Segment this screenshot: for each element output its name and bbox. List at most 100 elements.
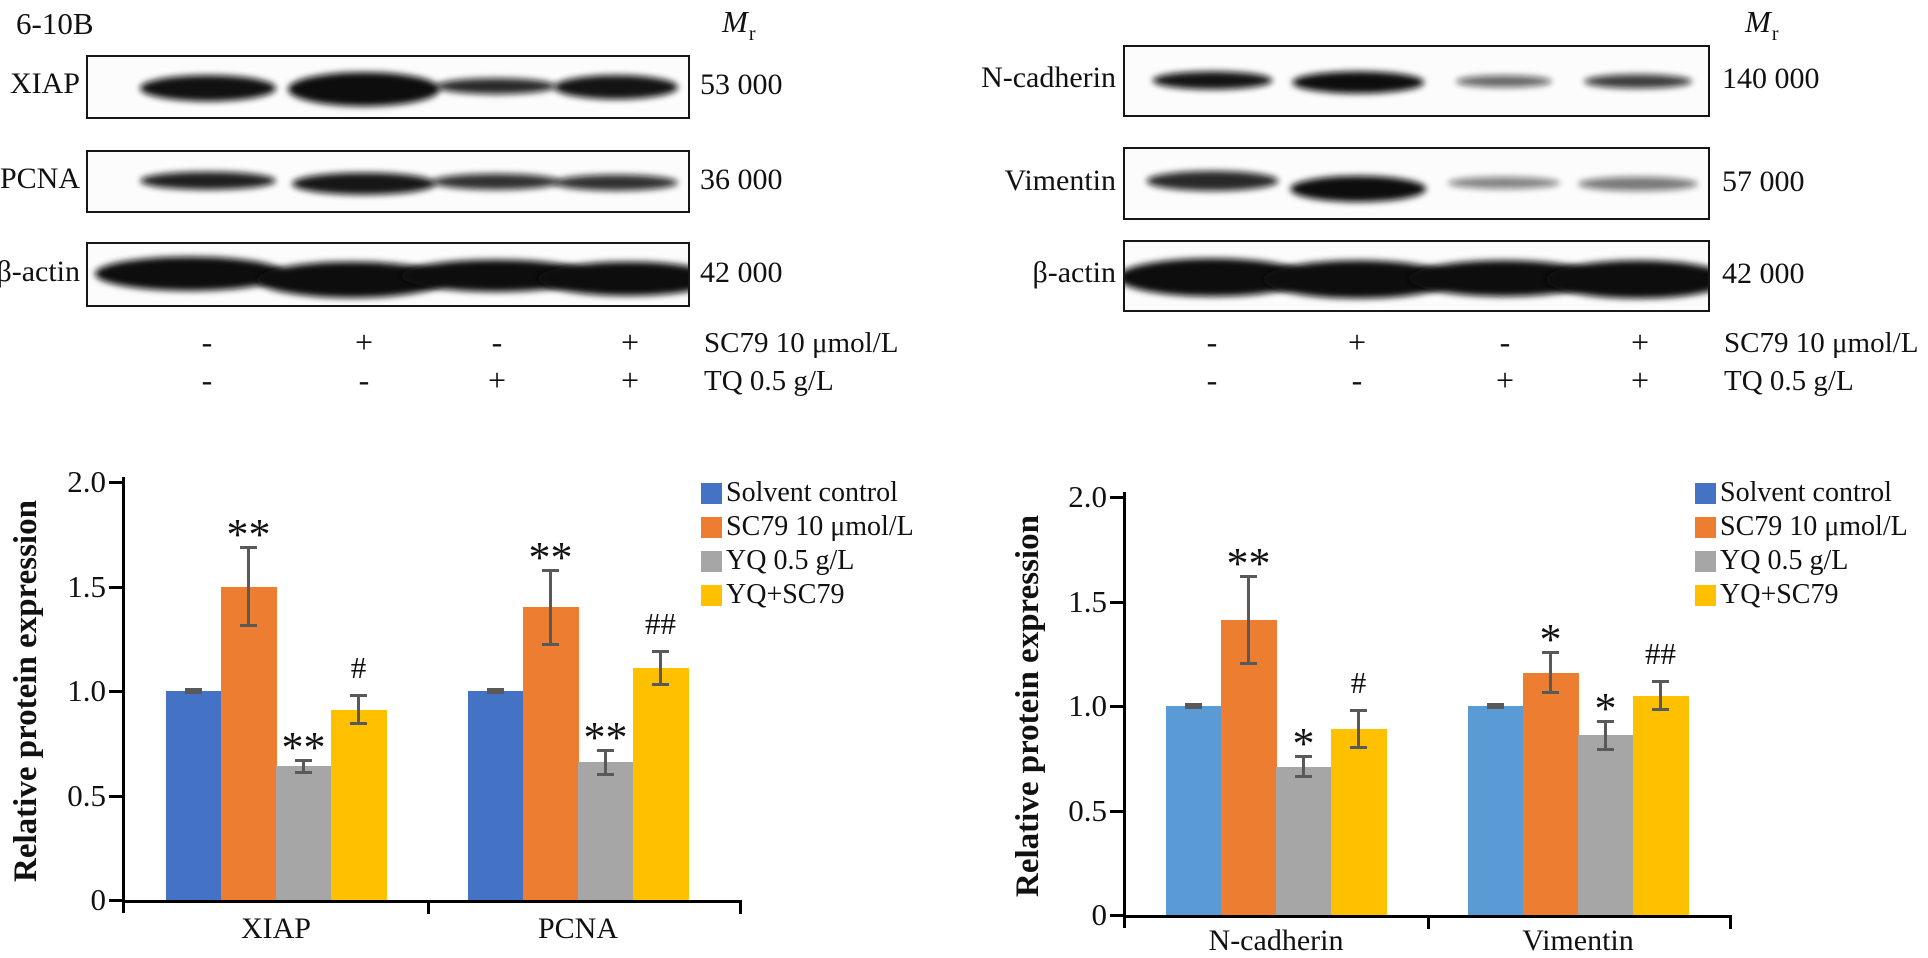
error-bar-cap <box>295 770 312 774</box>
y-tick-label: 2.0 <box>67 464 106 499</box>
x-axis <box>122 900 742 903</box>
mr-value: 36 000 <box>700 162 783 196</box>
x-tick-mark <box>1427 917 1430 929</box>
bar-xiap-0 <box>166 691 222 900</box>
error-bar-cap <box>1487 702 1504 706</box>
x-tick-mark <box>427 902 430 914</box>
dose-symbol: - <box>491 324 503 360</box>
blot-box <box>86 242 690 307</box>
dose-symbol: + <box>1495 362 1515 398</box>
y-tick-label: 1.5 <box>1068 583 1107 619</box>
error-bar-cap <box>1487 706 1504 710</box>
dose-symbol: + <box>354 324 374 360</box>
blot-band <box>436 78 556 95</box>
legend-swatch <box>701 550 722 572</box>
error-bar-line <box>1659 680 1662 711</box>
legend-swatch <box>701 584 722 606</box>
significance-marker: # <box>1350 665 1367 701</box>
blot-row-label: XIAP <box>9 67 80 100</box>
significance-marker: * <box>1292 719 1315 769</box>
error-bar-cap <box>597 748 614 752</box>
blot-band <box>1146 170 1279 191</box>
significance-marker: ** <box>281 722 326 772</box>
blot-band-image <box>1125 258 1708 299</box>
error-bar-cap <box>1240 575 1257 579</box>
blot-band-image <box>1146 170 1698 202</box>
mr-subscript: r <box>1771 23 1779 45</box>
error-bar-cap <box>1240 662 1257 666</box>
error-bar-cap <box>240 545 257 549</box>
blot-box <box>1123 147 1710 220</box>
error-bar-cap <box>1350 709 1367 713</box>
error-bar-cap <box>542 568 559 572</box>
category-label: Vimentin <box>1522 924 1634 957</box>
bar-n-cadherin-2 <box>1276 766 1332 915</box>
blot-band <box>1263 260 1454 299</box>
error-bar-cap <box>350 694 367 698</box>
error-bar-cap <box>1350 745 1367 749</box>
bar-vimentin-1 <box>1523 672 1579 915</box>
y-tick-mark <box>109 481 122 484</box>
error-bar-line <box>494 688 497 694</box>
error-bar-line <box>247 546 250 627</box>
error-bar-line <box>1494 703 1497 709</box>
error-bar-cap <box>185 691 202 695</box>
blot-box <box>86 150 690 213</box>
blot-band <box>1408 260 1599 297</box>
bar-pcna-3 <box>633 668 689 900</box>
legend-item-label: Solvent control <box>1720 477 1892 508</box>
mr-value: 42 000 <box>1722 257 1805 290</box>
y-tick-mark <box>1110 705 1123 708</box>
legend-swatch <box>1695 482 1716 504</box>
error-bar-line <box>1357 710 1360 748</box>
bar-vimentin-3 <box>1633 695 1689 915</box>
blot-band <box>554 75 678 100</box>
bar-pcna-2 <box>578 762 634 900</box>
blot-band <box>1584 74 1692 89</box>
error-bar-line <box>1549 651 1552 694</box>
legend-item-label: YQ 0.5 g/L <box>1720 545 1849 576</box>
y-tick-label: 1.5 <box>67 568 106 604</box>
legend-swatch <box>1695 516 1716 538</box>
blot-band <box>1125 258 1308 297</box>
y-tick-label: 0 <box>1091 897 1108 932</box>
blot-band-image <box>95 256 688 298</box>
blot-band <box>1447 176 1560 189</box>
y-tick-mark <box>109 899 122 902</box>
error-bar-line <box>1247 576 1250 665</box>
mr-symbol: M <box>1745 4 1771 39</box>
blot-box <box>86 55 690 119</box>
error-bar-line <box>659 651 662 685</box>
error-bar-cap <box>1542 650 1559 654</box>
bar-xiap-1 <box>221 586 277 900</box>
y-tick-mark <box>1110 600 1123 604</box>
legend-item: YQ+SC79 <box>701 580 844 610</box>
dose-reagent-label: TQ 0.5 g/L <box>1724 365 1854 397</box>
bar-pcna-0 <box>468 691 524 900</box>
significance-marker: ## <box>1645 635 1676 671</box>
blot-row-label: PCNA <box>0 161 80 195</box>
error-bar-cap <box>1295 775 1312 779</box>
blot-band-image <box>140 72 678 107</box>
blot-band <box>1292 71 1425 94</box>
error-bar-cap <box>597 772 614 776</box>
cell-line-label: 6-10B <box>16 6 94 41</box>
mr-subscript: r <box>748 23 756 45</box>
error-bar-cap <box>1652 679 1669 683</box>
blot-band <box>288 72 440 107</box>
legend-item-label: SC79 10 μmol/L <box>1720 511 1908 542</box>
bar-n-cadherin-3 <box>1331 728 1387 915</box>
dose-symbol: + <box>620 362 640 398</box>
dose-reagent-label: TQ 0.5 g/L <box>704 365 834 397</box>
blot-band-image <box>140 171 678 195</box>
dose-symbol: - <box>201 324 213 360</box>
error-bar-cap <box>350 722 367 726</box>
error-bar-line <box>604 749 607 775</box>
bar-vimentin-2 <box>1578 735 1634 915</box>
y-tick-label: 0.5 <box>1068 792 1107 828</box>
legend-item-label: YQ+SC79 <box>1720 579 1839 610</box>
legend-swatch <box>701 516 722 538</box>
blot-band <box>1578 176 1698 191</box>
blot-band <box>1455 75 1552 88</box>
